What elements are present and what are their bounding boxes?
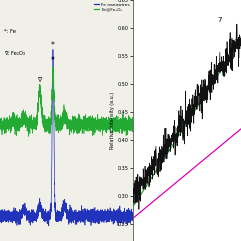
Text: *: Fe: *: Fe (4, 29, 16, 34)
Text: *: * (51, 41, 55, 50)
Text: *: * (51, 56, 55, 65)
Text: ∇: Fe₂O₃: ∇: Fe₂O₃ (4, 51, 25, 56)
Y-axis label: Relative Intensity (a.u.): Relative Intensity (a.u.) (110, 92, 115, 149)
Legend: Fe nanowires, Fe@Fe₂O₃: Fe nanowires, Fe@Fe₂O₃ (94, 2, 130, 12)
Text: 7: 7 (217, 17, 222, 23)
Text: $\nabla$: $\nabla$ (37, 76, 43, 85)
